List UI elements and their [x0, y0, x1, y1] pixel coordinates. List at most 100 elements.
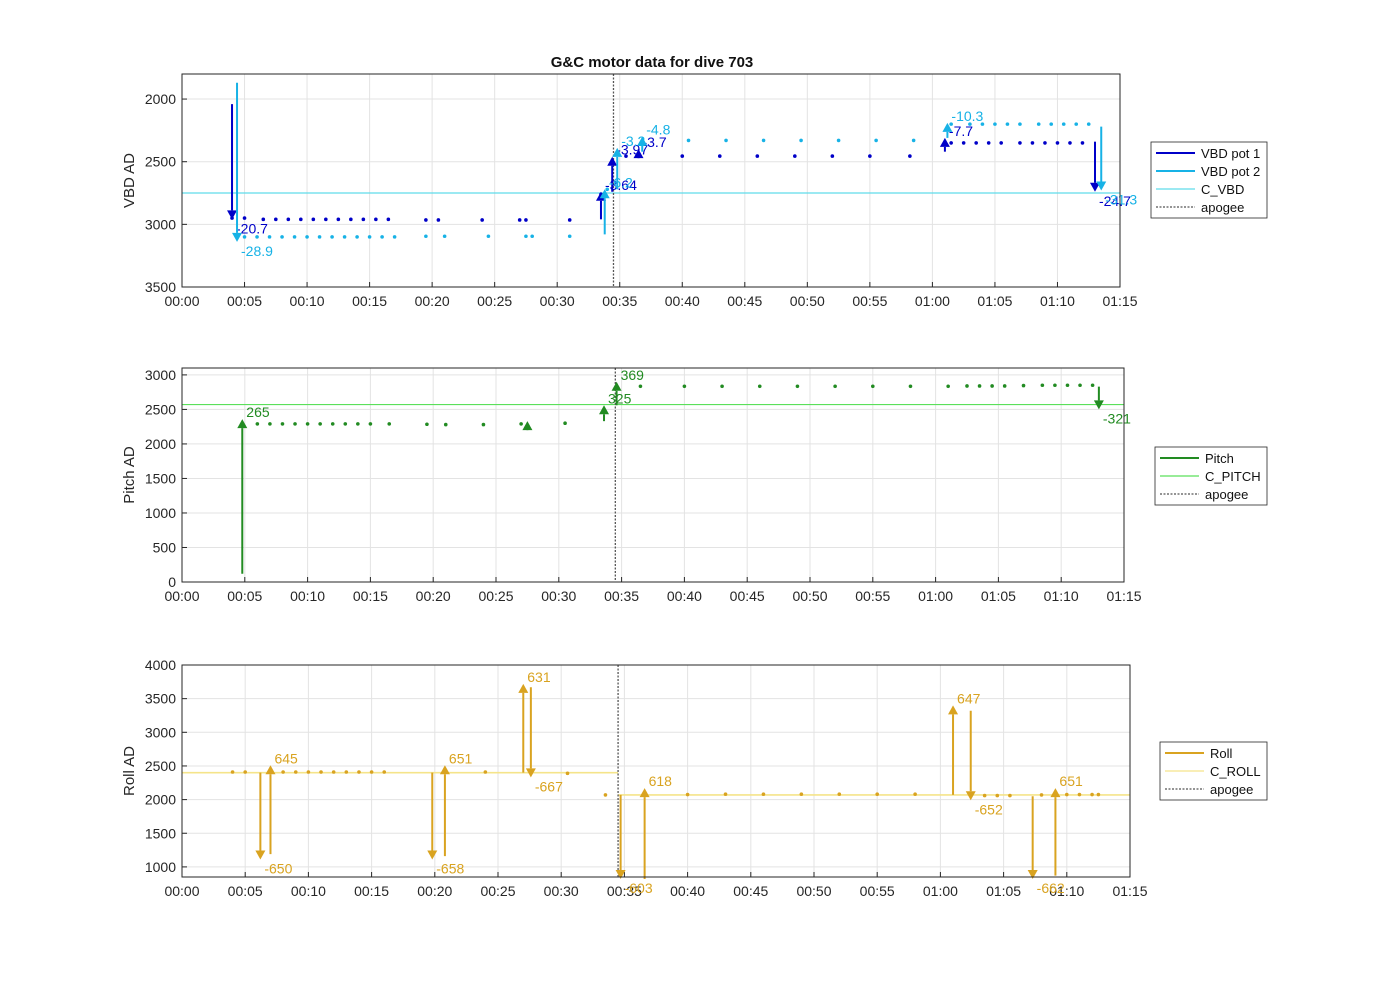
x-tick-label: 01:10: [1040, 293, 1075, 309]
x-tick-label: 00:05: [228, 883, 263, 899]
move-arrow-head: [237, 419, 248, 429]
data-point: [605, 187, 610, 192]
data-point: [374, 217, 378, 222]
y-tick-label: 0: [168, 574, 176, 590]
data-point: [1018, 141, 1022, 145]
data-point: [442, 234, 447, 239]
data-point: [949, 122, 953, 126]
x-tick-label: 00:30: [540, 293, 575, 309]
data-point: [292, 235, 297, 239]
data-point: [1078, 383, 1082, 388]
data-point: [424, 218, 428, 222]
x-tick-label: 00:50: [796, 883, 831, 899]
data-point: [1040, 383, 1045, 388]
x-tick-label: 00:10: [290, 293, 325, 309]
data-point: [361, 217, 366, 222]
data-point: [293, 422, 297, 426]
x-tick-label: 01:00: [918, 588, 953, 604]
move-arrow-head: [607, 156, 618, 166]
y-tick-label: 1500: [145, 825, 176, 841]
data-point: [565, 771, 570, 776]
data-point: [993, 122, 997, 126]
data-point: [1061, 122, 1066, 126]
move-arrow-head: [265, 765, 276, 775]
move-arrow-head: [1093, 400, 1104, 410]
plot-area: [182, 665, 1130, 877]
data-point: [1039, 793, 1044, 797]
x-tick-label: 00:35: [604, 588, 639, 604]
move-label: -24.7: [1099, 193, 1131, 209]
data-point: [425, 422, 429, 427]
data-point: [1049, 122, 1054, 126]
x-tick-label: 00:45: [727, 293, 762, 309]
data-point: [255, 422, 260, 426]
legend-entry: C_VBD: [1201, 182, 1244, 197]
axes-box: [181, 664, 1131, 878]
data-point: [761, 138, 766, 143]
data-point: [349, 217, 353, 222]
move-label: -662: [1037, 880, 1065, 896]
move-arrow-head: [599, 189, 610, 199]
data-point: [392, 235, 397, 239]
move-arrow-head: [612, 147, 623, 157]
y-tick-label: 500: [153, 539, 177, 555]
data-point: [1086, 122, 1091, 126]
move-arrow-head: [255, 850, 266, 860]
data-point: [755, 154, 760, 158]
data-point: [757, 384, 762, 389]
data-point: [990, 384, 994, 388]
x-tick-label: 00:10: [291, 883, 326, 899]
move-arrow-head: [615, 870, 626, 880]
y-tick-label: 1000: [145, 505, 176, 521]
data-point: [1090, 792, 1094, 797]
data-point: [261, 217, 266, 222]
data-point: [530, 234, 534, 239]
data-point: [830, 154, 835, 158]
data-point: [1090, 383, 1095, 388]
data-point: [319, 770, 323, 774]
figure-title: G&C motor data for dive 703: [551, 54, 754, 71]
x-tick-label: 00:05: [227, 293, 262, 309]
data-point: [230, 770, 235, 774]
legend-entry: VBD pot 2: [1201, 164, 1260, 179]
x-tick-label: 00:05: [227, 588, 262, 604]
move-label: 325: [608, 390, 632, 406]
data-point: [306, 770, 311, 774]
x-tick-label: 01:15: [1112, 883, 1147, 899]
data-point: [243, 770, 247, 774]
data-point: [685, 792, 690, 797]
data-point: [387, 422, 392, 426]
data-point: [317, 235, 322, 239]
move-label: -652: [975, 801, 1003, 817]
plot-area: [182, 368, 1124, 582]
data-point: [913, 792, 917, 797]
move-arrow-head: [639, 788, 650, 798]
data-point: [1055, 141, 1060, 145]
data-point: [980, 122, 985, 126]
move-label: -650: [264, 861, 292, 877]
x-tick-label: 01:05: [981, 588, 1016, 604]
x-tick-label: 00:25: [478, 588, 513, 604]
y-tick-label: 2000: [145, 91, 176, 107]
data-point: [367, 235, 372, 239]
x-tick-label: 00:30: [544, 883, 579, 899]
data-point: [336, 217, 341, 222]
data-point: [293, 770, 298, 774]
move-arrow-head: [942, 122, 953, 132]
data-point: [874, 138, 878, 143]
data-point: [965, 384, 969, 388]
data-point: [331, 770, 336, 774]
legend-entry: C_PITCH: [1205, 469, 1261, 484]
y-tick-label: 3000: [145, 367, 176, 383]
x-tick-label: 00:50: [792, 588, 827, 604]
data-point: [380, 235, 384, 239]
panel-vbd: 00:00 00:05 00:10 00:15 00:20 00:25 00:30 00:35…: [121, 73, 1268, 309]
plot-area: [182, 74, 1120, 287]
x-tick-label: 00:40: [665, 293, 700, 309]
move-label: -28.9: [241, 243, 273, 259]
data-point: [995, 793, 1000, 798]
x-tick-label: 00:40: [670, 883, 705, 899]
x-tick-label: 00:00: [164, 588, 199, 604]
